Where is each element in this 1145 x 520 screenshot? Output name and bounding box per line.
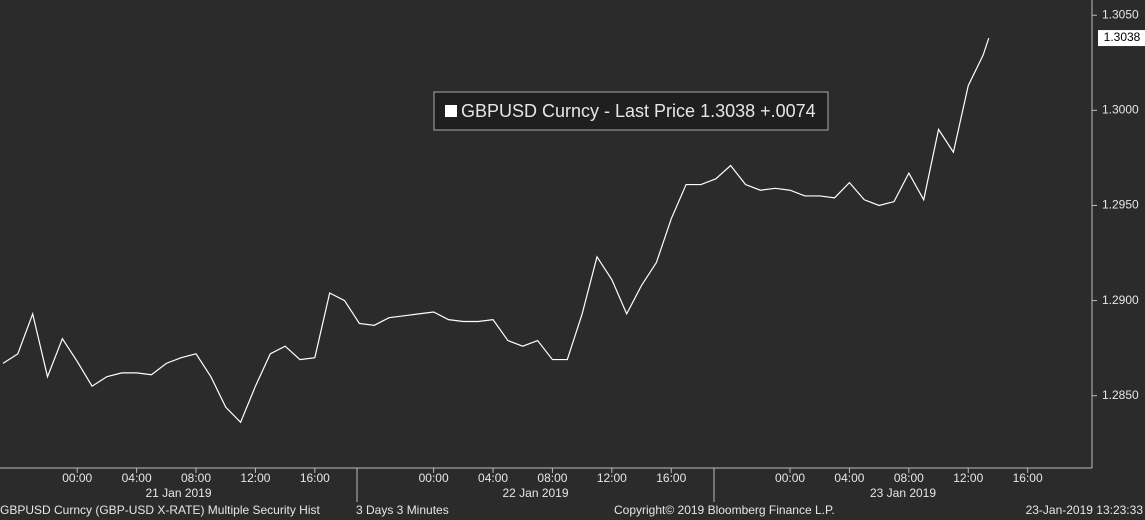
- x-date-label: 22 Jan 2019: [502, 486, 568, 500]
- footer-timestamp: 23-Jan-2019 13:23:33: [1026, 503, 1144, 517]
- y-tick-label: 1.2950: [1102, 198, 1139, 212]
- legend-box: [433, 91, 829, 131]
- x-tick-label: 04:00: [834, 471, 864, 485]
- x-tick-label: 04:00: [478, 471, 508, 485]
- x-tick-label: 08:00: [894, 471, 924, 485]
- last-price-label: 1.3038: [1104, 30, 1141, 44]
- price-line: [2, 37, 990, 424]
- x-tick-label: 00:00: [62, 471, 92, 485]
- y-tick-label: 1.2900: [1102, 293, 1139, 307]
- x-tick-label: 00:00: [775, 471, 805, 485]
- legend-swatch: [445, 105, 457, 117]
- legend: GBPUSD Curncy - Last Price 1.3038 +.0074: [433, 91, 829, 131]
- x-tick-label: 16:00: [300, 471, 330, 485]
- legend-label: GBPUSD Curncy - Last Price 1.3038 +.0074: [461, 101, 816, 121]
- y-tick-label: 1.2850: [1102, 388, 1139, 402]
- x-date-label: 23 Jan 2019: [870, 486, 936, 500]
- x-tick-label: 00:00: [419, 471, 449, 485]
- y-tick-label: 1.3000: [1102, 103, 1139, 117]
- x-tick-label: 08:00: [181, 471, 211, 485]
- y-tick-label: 1.3050: [1102, 7, 1139, 21]
- x-tick-label: 16:00: [1013, 471, 1043, 485]
- footer-period: 3 Days 3 Minutes: [356, 503, 449, 517]
- x-tick-label: 12:00: [597, 471, 627, 485]
- footer-copyright: Copyright© 2019 Bloomberg Finance L.P.: [614, 503, 835, 517]
- last-price-box: [1098, 30, 1145, 47]
- x-tick-label: 12:00: [953, 471, 983, 485]
- x-tick-label: 16:00: [656, 471, 686, 485]
- x-tick-label: 08:00: [537, 471, 567, 485]
- x-date-label: 21 Jan 2019: [145, 486, 211, 500]
- x-tick-label: 12:00: [240, 471, 270, 485]
- footer-security: GBPUSD Curncy (GBP-USD X-RATE) Multiple …: [0, 503, 321, 517]
- x-tick-label: 04:00: [122, 471, 152, 485]
